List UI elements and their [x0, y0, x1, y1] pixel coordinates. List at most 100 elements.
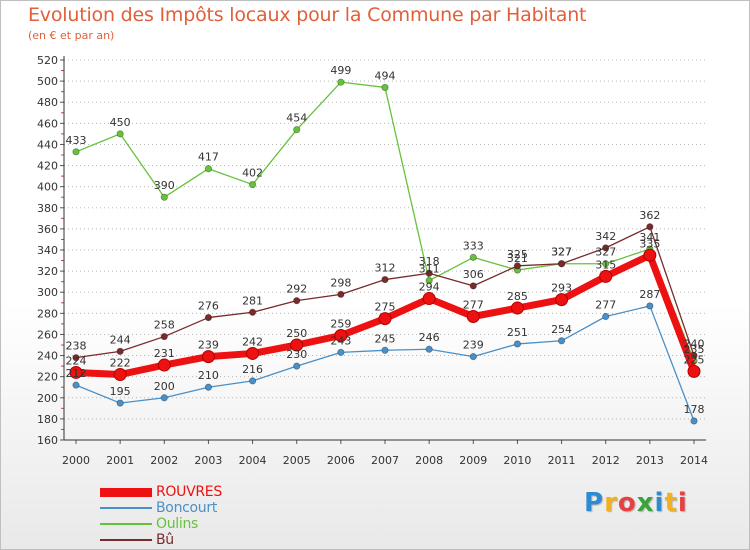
- data-label-b-: 244: [110, 333, 131, 346]
- data-label-oulins: 327: [551, 246, 572, 259]
- y-tick-label: 420: [37, 160, 58, 173]
- y-tick-label: 180: [37, 413, 58, 426]
- data-label-oulins: 235: [684, 343, 705, 356]
- data-point-b-: [337, 290, 345, 298]
- data-label-rouvres: 275: [375, 301, 396, 314]
- proxiti-logo: Proxiti: [584, 488, 688, 518]
- data-point-oulins: [204, 165, 213, 173]
- data-label-rouvres: 293: [551, 282, 572, 295]
- data-label-b-: 238: [66, 340, 87, 353]
- legend-swatch-b-: [100, 539, 152, 541]
- legend-item-b-: Bû: [100, 532, 222, 548]
- data-point-rouvres: [599, 269, 613, 283]
- data-point-rouvres: [334, 329, 348, 342]
- data-label-oulins: 454: [286, 112, 307, 125]
- x-tick-label: 2006: [327, 454, 355, 467]
- data-label-oulins: 499: [330, 64, 351, 77]
- data-label-oulins: 333: [463, 239, 484, 252]
- data-point-boncourt: [293, 362, 301, 370]
- data-label-boncourt: 200: [154, 380, 175, 393]
- data-label-rouvres: 224: [66, 354, 87, 367]
- data-point-rouvres: [378, 312, 392, 326]
- x-tick-label: 2008: [415, 454, 443, 467]
- data-point-b-: [469, 282, 477, 290]
- data-label-boncourt: 195: [110, 385, 131, 398]
- y-tick-label: 500: [37, 75, 58, 88]
- data-point-b-: [116, 347, 124, 355]
- logo-letter: r: [604, 488, 618, 518]
- data-point-b-: [557, 260, 566, 268]
- data-label-boncourt: 246: [419, 331, 440, 344]
- data-label-b-: 342: [595, 230, 616, 243]
- data-label-oulins: 341: [639, 231, 660, 244]
- data-point-rouvres: [643, 248, 657, 262]
- data-point-b-: [646, 223, 654, 231]
- data-label-b-: 276: [198, 300, 219, 313]
- data-point-b-: [248, 308, 257, 316]
- data-label-b-: 298: [330, 276, 351, 289]
- data-point-rouvres: [510, 301, 524, 315]
- legend-item-oulins: Oulins: [100, 516, 222, 532]
- y-tick-label: 340: [37, 244, 58, 257]
- data-point-rouvres: [555, 293, 569, 307]
- data-point-rouvres: [157, 358, 171, 372]
- data-point-oulins: [293, 126, 301, 134]
- data-point-b-: [204, 313, 213, 322]
- x-tick-label: 2005: [283, 454, 311, 467]
- data-label-oulins: 433: [66, 134, 87, 147]
- data-point-boncourt: [72, 381, 80, 389]
- data-point-b-: [72, 354, 80, 362]
- x-tick-label: 2007: [371, 454, 399, 467]
- data-label-oulins: 417: [198, 151, 219, 164]
- chart-title: Evolution des Impôts locaux pour la Comm…: [28, 4, 587, 26]
- logo-letter: P: [584, 488, 605, 518]
- x-tick-label: 2001: [106, 454, 134, 467]
- data-label-rouvres: 277: [463, 299, 484, 312]
- data-point-boncourt: [337, 348, 345, 356]
- data-label-rouvres: 231: [154, 347, 175, 360]
- data-point-oulins: [381, 83, 389, 92]
- x-tick-label: 2004: [239, 454, 267, 467]
- data-label-b-: 306: [463, 268, 484, 281]
- data-label-rouvres: 250: [286, 327, 307, 340]
- data-point-oulins: [116, 130, 124, 138]
- data-label-b-: 327: [551, 246, 572, 259]
- data-label-oulins: 327: [595, 246, 616, 259]
- data-point-oulins: [469, 253, 477, 261]
- logo-letter: i: [654, 488, 665, 518]
- y-tick-label: 320: [37, 265, 58, 278]
- legend-label-oulins: Oulins: [156, 516, 199, 532]
- data-point-boncourt: [557, 337, 566, 345]
- data-point-boncourt: [116, 399, 124, 407]
- data-label-rouvres: 335: [639, 237, 660, 250]
- data-point-rouvres: [201, 350, 215, 364]
- legend-label-boncourt: Boncourt: [156, 500, 218, 516]
- data-label-b-: 240: [684, 338, 705, 351]
- data-point-rouvres: [69, 365, 83, 379]
- data-label-oulins: 311: [419, 263, 440, 276]
- data-label-rouvres: 315: [595, 258, 616, 271]
- data-label-rouvres: 222: [110, 357, 131, 370]
- data-point-b-: [381, 275, 389, 284]
- logo-letter: o: [617, 488, 637, 518]
- data-point-boncourt: [204, 383, 213, 391]
- data-label-oulins: 494: [375, 69, 396, 82]
- y-tick-label: 280: [37, 307, 58, 320]
- data-label-rouvres: 294: [419, 281, 440, 294]
- data-label-oulins: 450: [110, 116, 131, 129]
- data-point-boncourt: [513, 340, 522, 348]
- y-tick-label: 160: [37, 434, 58, 447]
- data-label-oulins: 390: [154, 179, 175, 192]
- legend-item-rouvres: ROUVRES: [100, 484, 222, 500]
- data-label-boncourt: 210: [198, 369, 219, 382]
- y-tick-label: 240: [37, 350, 58, 363]
- data-label-oulins: 321: [507, 252, 528, 265]
- data-point-boncourt: [248, 377, 257, 385]
- data-label-b-: 325: [507, 248, 528, 261]
- data-point-rouvres: [290, 338, 304, 352]
- x-tick-label: 2011: [548, 454, 576, 467]
- y-tick-label: 300: [37, 286, 58, 299]
- data-point-boncourt: [646, 302, 654, 310]
